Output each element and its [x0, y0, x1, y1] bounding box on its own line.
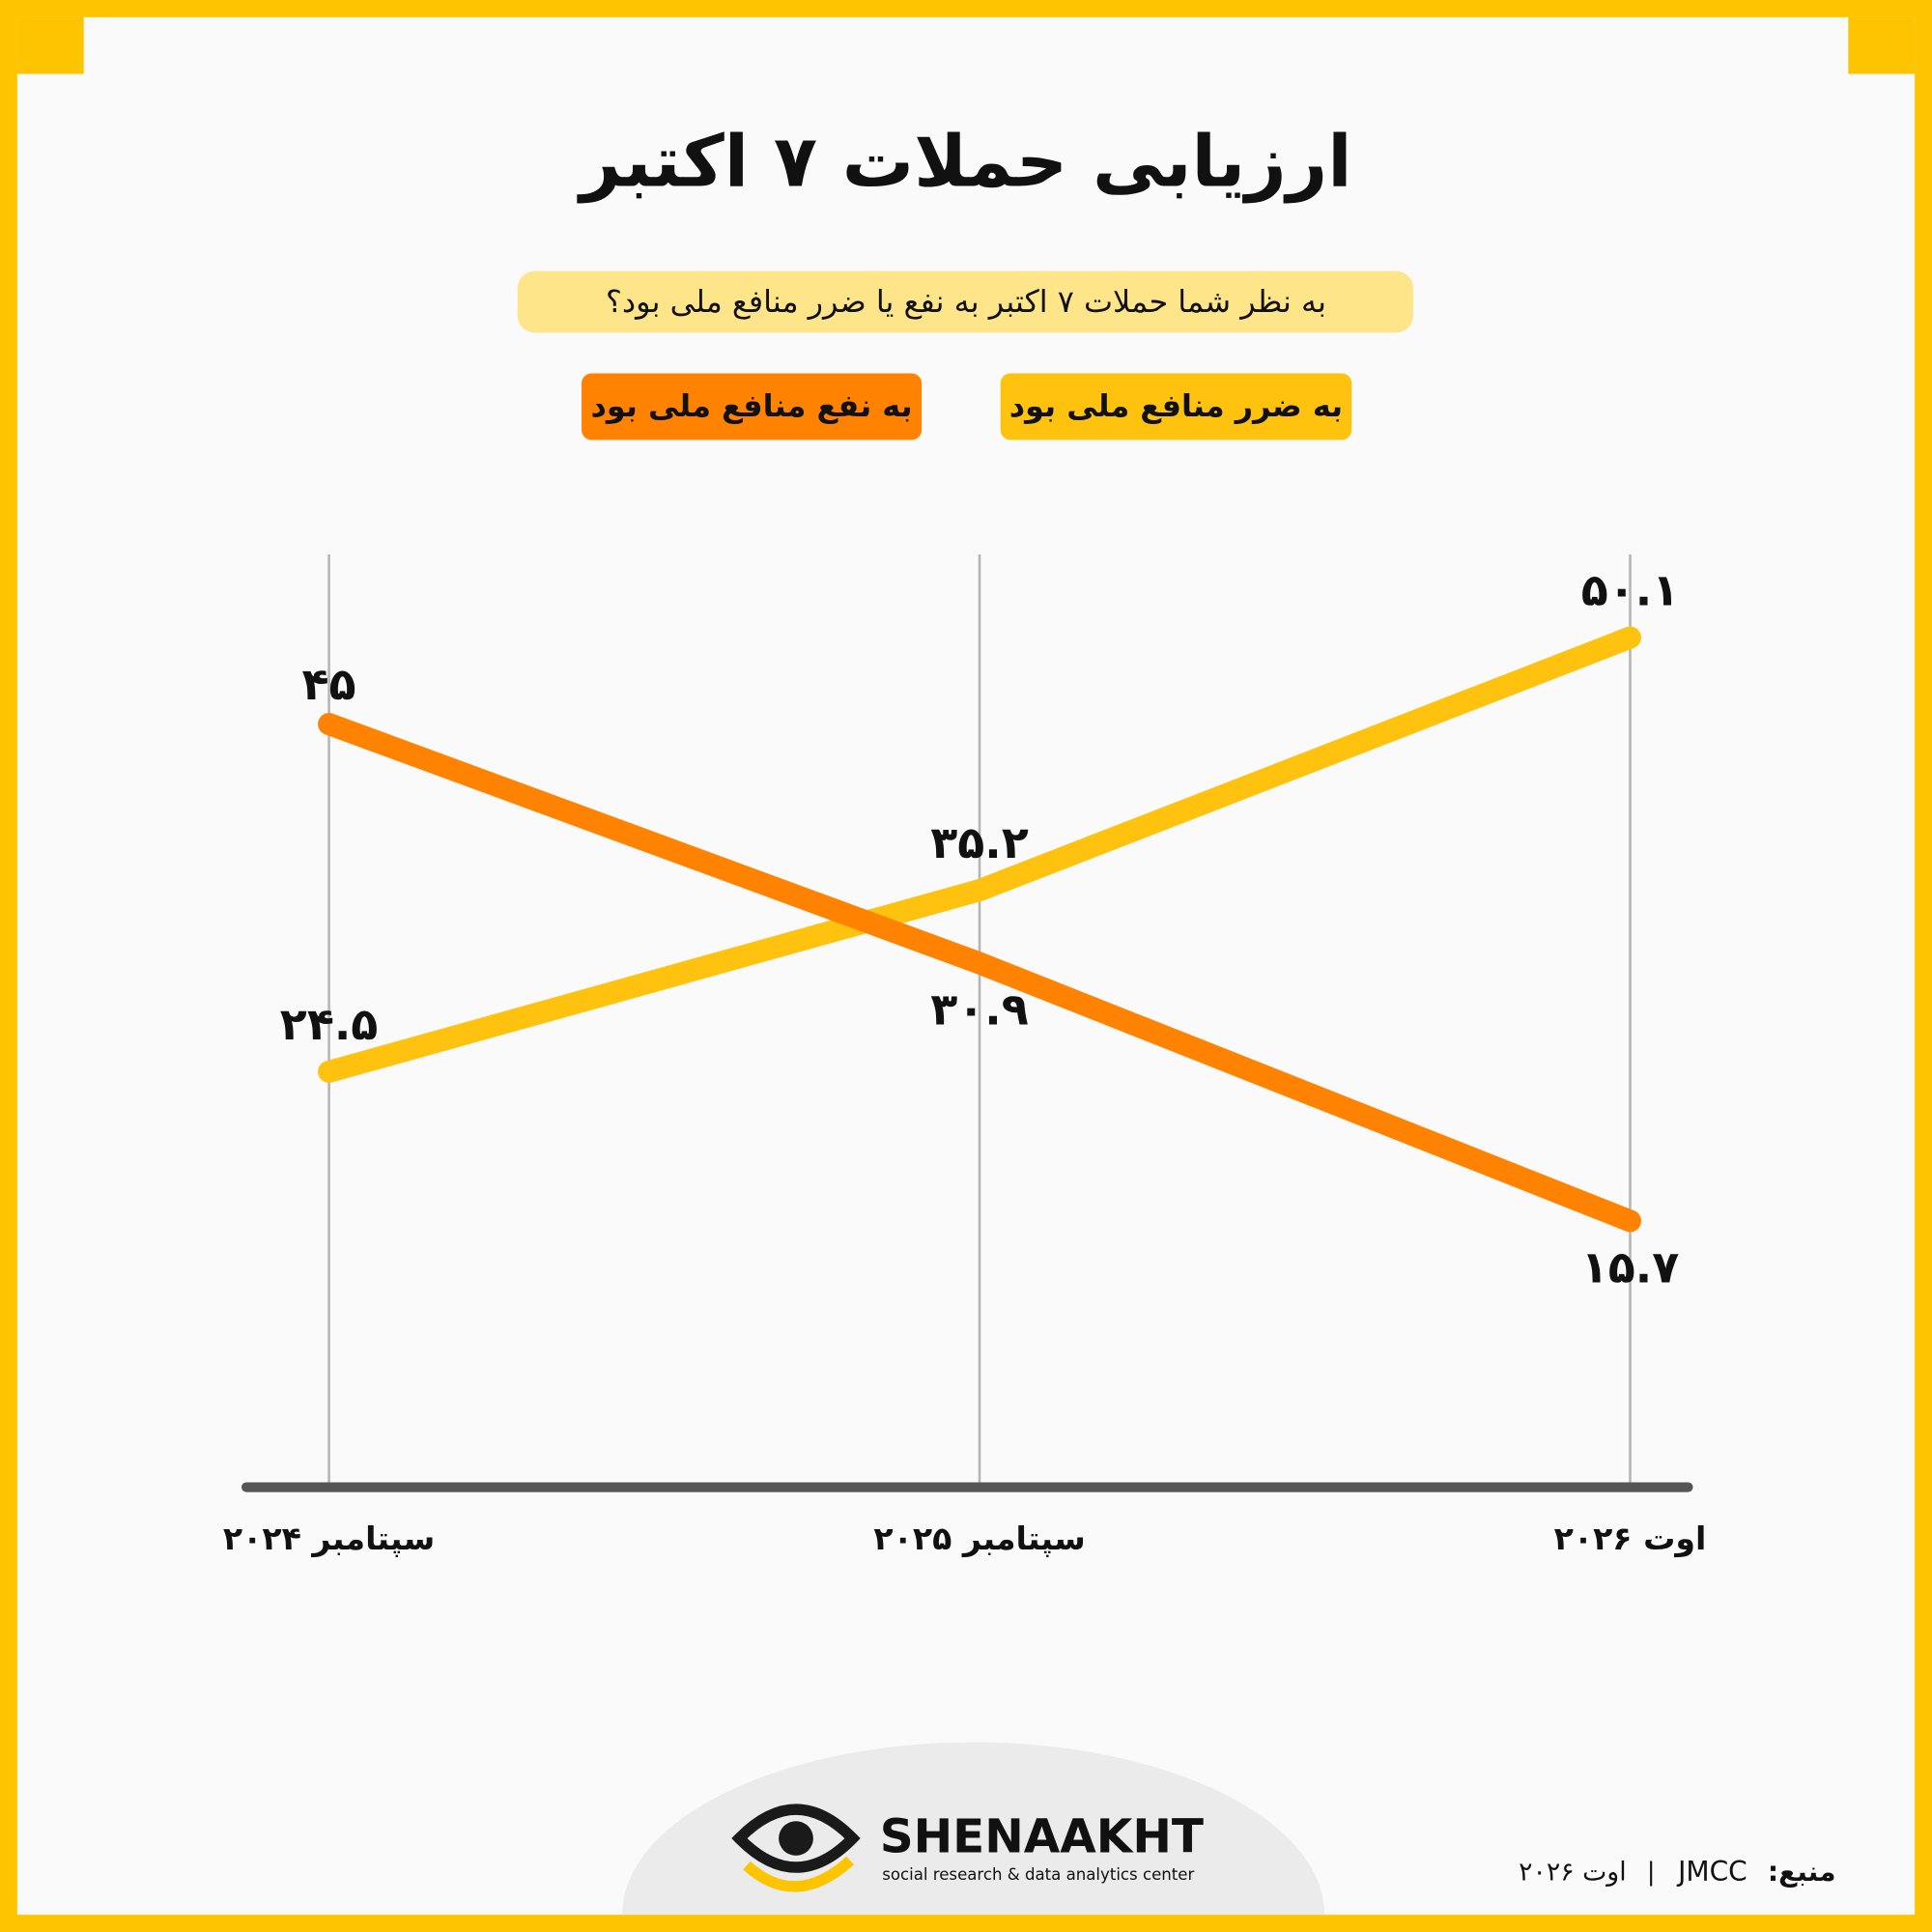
source-date: اوت ۲۰۲۶ — [1519, 1857, 1627, 1887]
source-label: منبع: — [1768, 1856, 1836, 1888]
data-label: ۴۵ — [302, 658, 356, 710]
data-label: ۲۴.۵ — [280, 998, 379, 1050]
logo-accent — [743, 1856, 854, 1892]
data-label: ۳۵.۲ — [930, 816, 1028, 868]
x-tick-label: سپتامبر ۲۰۲۴ — [223, 1520, 435, 1558]
logo-pupil — [779, 1821, 813, 1856]
logo-name: SHENAAKHT — [880, 1809, 1204, 1863]
legend-swatch — [582, 373, 923, 440]
legend-label: به نفع منافع ملی بود — [591, 387, 913, 424]
series-line — [318, 626, 1641, 1083]
series-line — [318, 713, 1641, 1233]
logo-eye — [731, 1804, 861, 1873]
chart-title: ارزیابی حملات ۷ اکتبر — [576, 121, 1351, 204]
x-tick-label: سپتامبر ۲۰۲۵ — [873, 1520, 1085, 1558]
data-label: ۵۰.۱ — [1581, 564, 1680, 616]
data-label: ۳۰.۹ — [930, 983, 1028, 1036]
frame-corner — [16, 16, 84, 74]
separator: | — [1647, 1858, 1656, 1887]
chart-subtitle: به نظر شما حملات ۷ اکتبر به نفع یا ضرر م… — [606, 283, 1326, 320]
x-tick-label: اوت ۲۰۲۶ — [1554, 1520, 1707, 1558]
subtitle-pill — [517, 270, 1414, 333]
legend-swatch — [1000, 373, 1352, 440]
logo-tagline: social research & data analytics center — [882, 1865, 1194, 1884]
legend-label: به ضرر منافع ملی بود — [1009, 387, 1343, 424]
source: JMCC — [1676, 1856, 1747, 1888]
data-label: ۱۵.۷ — [1581, 1240, 1680, 1293]
logo: SHENAAKHT social research & data analyti… — [731, 1804, 1204, 1892]
legend: به ضرر منافع ملی بود به نفع منافع ملی بود — [582, 373, 1352, 440]
frame-corner — [1848, 16, 1916, 74]
plot: سپتامبر ۲۰۲۴ سپتامبر ۲۰۲۵ اوت ۲۰۲۶ ۲۴.۵ ۳۵.۲… — [223, 554, 1706, 1558]
